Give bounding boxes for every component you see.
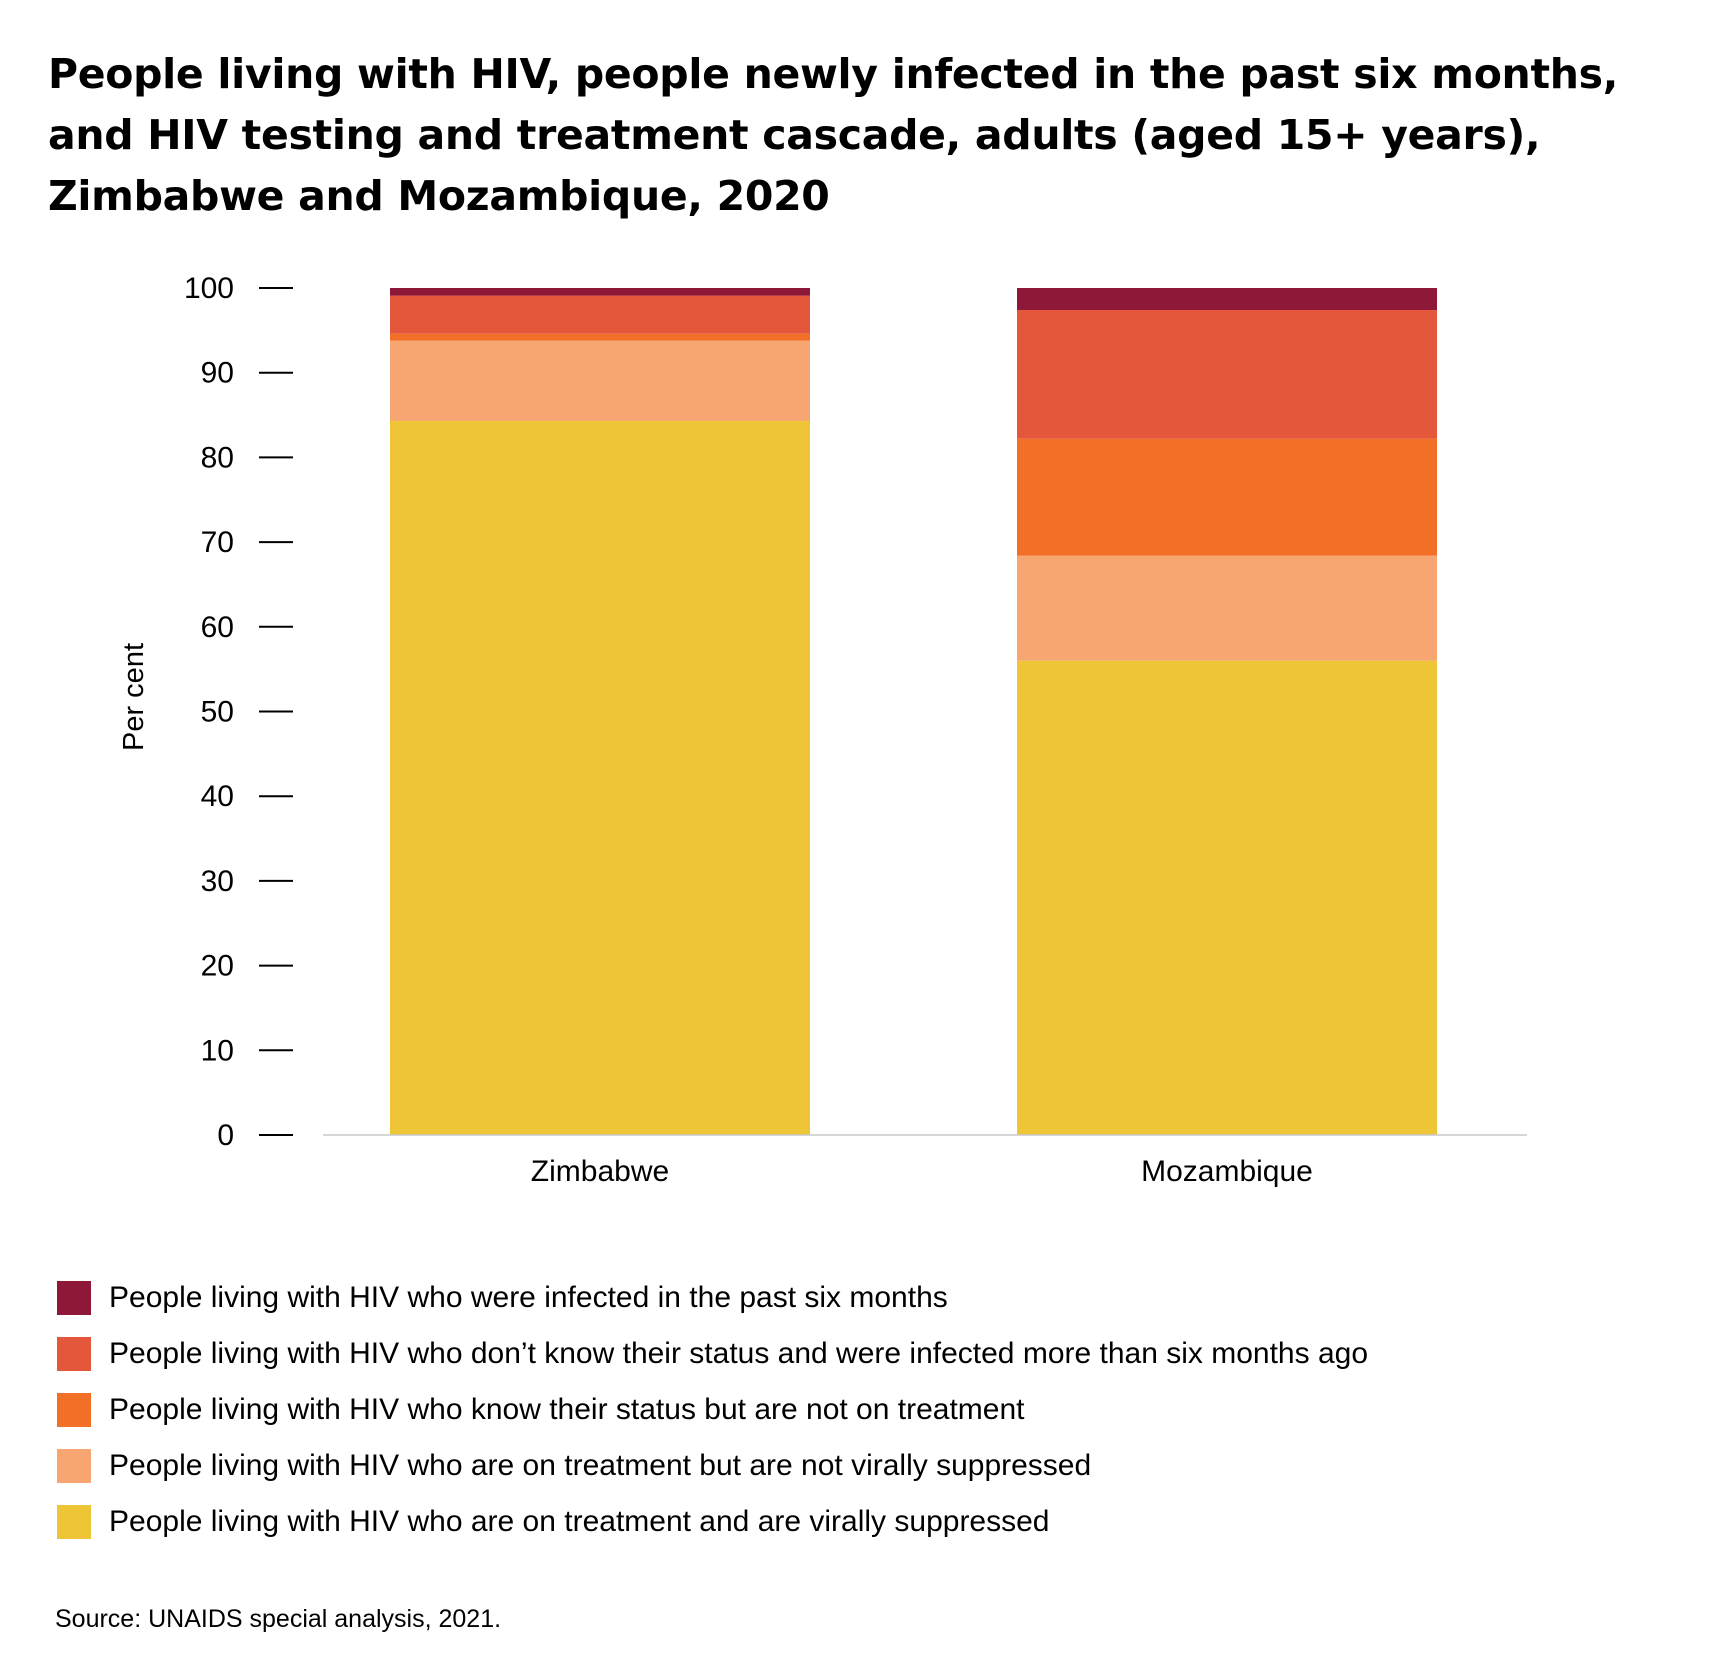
chart-title-line-1: People living with HIV, people newly inf… [48,50,1619,98]
legend-item: People living with HIV who were infected… [57,1270,1368,1326]
legend: People living with HIV who were infected… [57,1270,1368,1550]
y-tick-label: 40 [201,780,234,813]
y-tick-label: 30 [201,865,234,898]
y-tick-label: 50 [201,696,234,729]
y-axis-title: Per cent [118,643,150,751]
chart-title-line-2: and HIV testing and treatment cascade, a… [48,111,1541,159]
bar-segment-zimbabwe-series-1 [390,420,810,1135]
legend-item: People living with HIV who know their st… [57,1382,1368,1438]
x-category-label: Mozambique [1141,1155,1313,1188]
legend-swatch [57,1393,91,1427]
y-axis: 0 10 20 30 40 50 60 70 80 90 100 [184,272,293,1152]
source-note: Source: UNAIDS special analysis, 2021. [55,1605,502,1633]
bar-segment-mozambique-series-4 [1017,310,1437,439]
legend-label: People living with HIV who don’t know th… [109,1337,1369,1370]
y-tick-label: 20 [201,950,234,983]
legend-swatch [57,1505,91,1539]
y-tick-label: 10 [201,1034,234,1067]
legend-item: People living with HIV who don’t know th… [57,1326,1368,1382]
chart-title: People living with HIV, people newly inf… [48,44,1688,227]
legend-label: People living with HIV who are on treatm… [109,1449,1092,1482]
bar-segment-zimbabwe-series-5 [390,288,810,296]
legend-swatch [57,1337,91,1371]
bar-segment-mozambique-series-3 [1017,438,1437,556]
legend-label: People living with HIV who are on treatm… [109,1505,1050,1538]
x-axis-labels: Zimbabwe Mozambique [531,1155,1313,1188]
bars [390,288,1437,1135]
legend-swatch [57,1281,91,1315]
bar-segment-zimbabwe-series-2 [390,340,810,421]
bar-segment-mozambique-series-1 [1017,660,1437,1135]
bar-segment-zimbabwe-series-4 [390,295,810,334]
legend-label: People living with HIV who know their st… [109,1393,1025,1426]
legend-label: People living with HIV who were infected… [109,1281,948,1314]
stacked-bar-chart: 0 10 20 30 40 50 60 70 80 90 100 Zimbabwe Mozambiqu… [118,272,1527,1188]
chart-title-line-3: Zimbabwe and Mozambique, 2020 [48,172,830,220]
legend-swatch [57,1449,91,1483]
y-tick-label: 70 [201,526,234,559]
bar-segment-mozambique-series-2 [1017,555,1437,661]
y-tick-label: 100 [184,272,234,305]
bar-segment-zimbabwe-series-3 [390,333,810,341]
x-category-label: Zimbabwe [531,1155,669,1188]
bar-segment-mozambique-series-5 [1017,288,1437,311]
y-tick-label: 0 [217,1119,234,1152]
y-tick-label: 80 [201,441,234,474]
legend-item: People living with HIV who are on treatm… [57,1494,1368,1550]
y-tick-label: 90 [201,357,234,390]
y-tick-label: 60 [201,611,234,644]
legend-item: People living with HIV who are on treatm… [57,1438,1368,1494]
